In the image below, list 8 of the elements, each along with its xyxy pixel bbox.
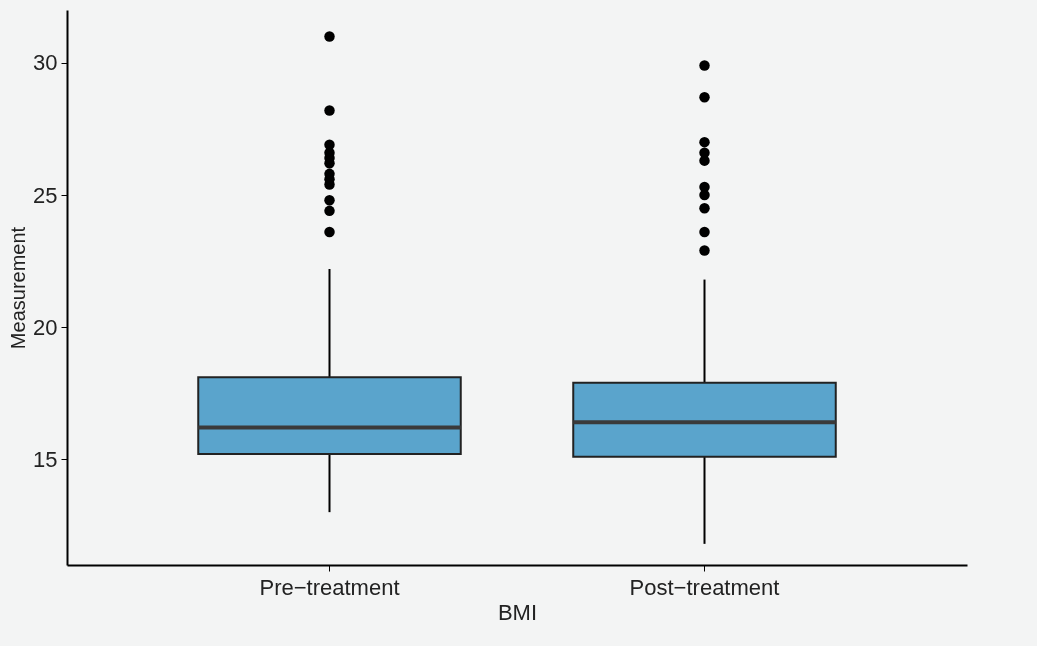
x-tick-label: Pre−treatment: [259, 574, 400, 600]
y-tick-label: 30: [33, 50, 58, 76]
x-axis-title: BMI: [497, 599, 538, 625]
y-tick-label: 20: [33, 314, 58, 340]
y-axis-title: Measurement: [7, 226, 30, 350]
x-tick-label: Post−treatment: [629, 574, 780, 600]
y-tick-label: 15: [33, 446, 58, 472]
y-tick-label: 25: [33, 182, 58, 208]
